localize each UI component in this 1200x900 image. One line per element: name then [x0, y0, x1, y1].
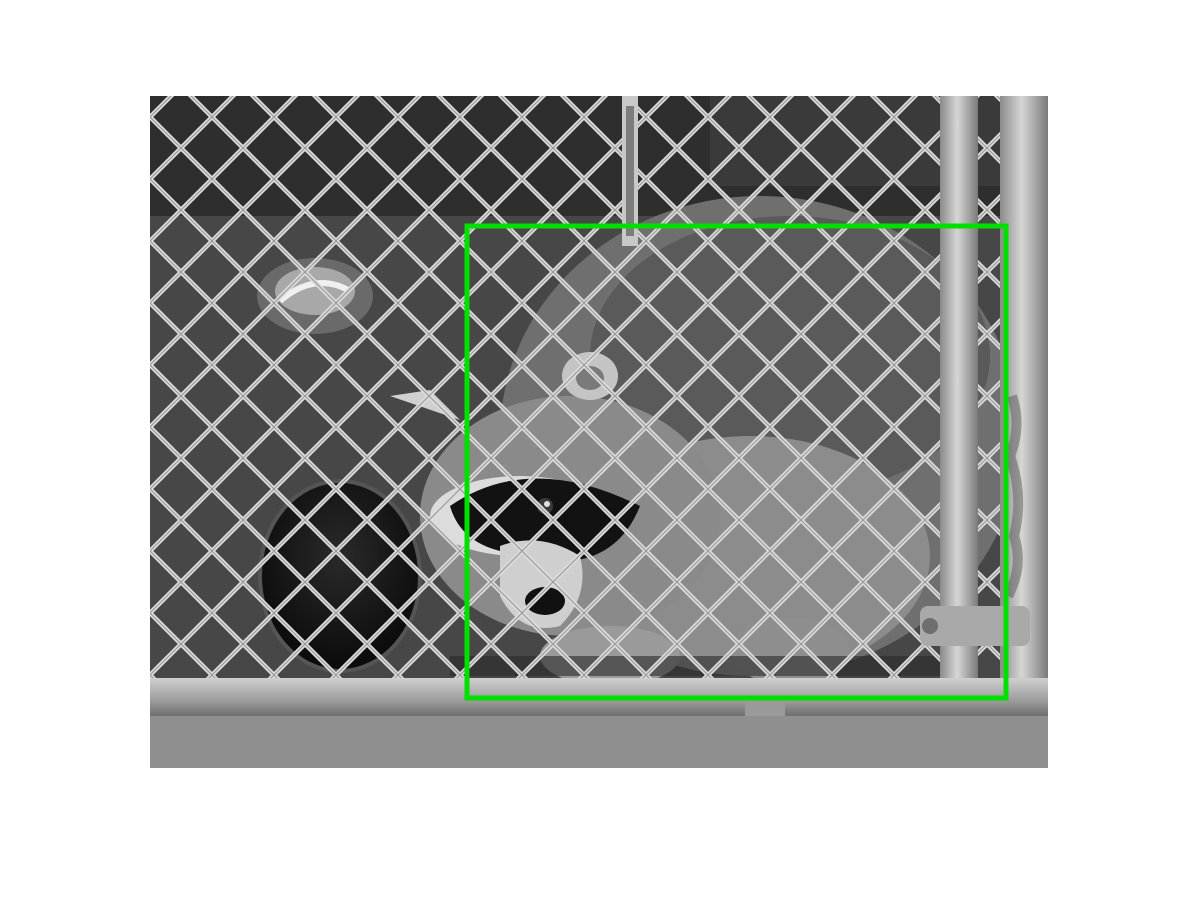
raccoon-photo [150, 96, 1048, 768]
photo-canvas [150, 96, 1048, 768]
bounding-box [464, 223, 1009, 701]
concrete-ground [150, 716, 1048, 768]
hanging-chain [622, 96, 638, 246]
chain-link-fence [150, 96, 1048, 686]
